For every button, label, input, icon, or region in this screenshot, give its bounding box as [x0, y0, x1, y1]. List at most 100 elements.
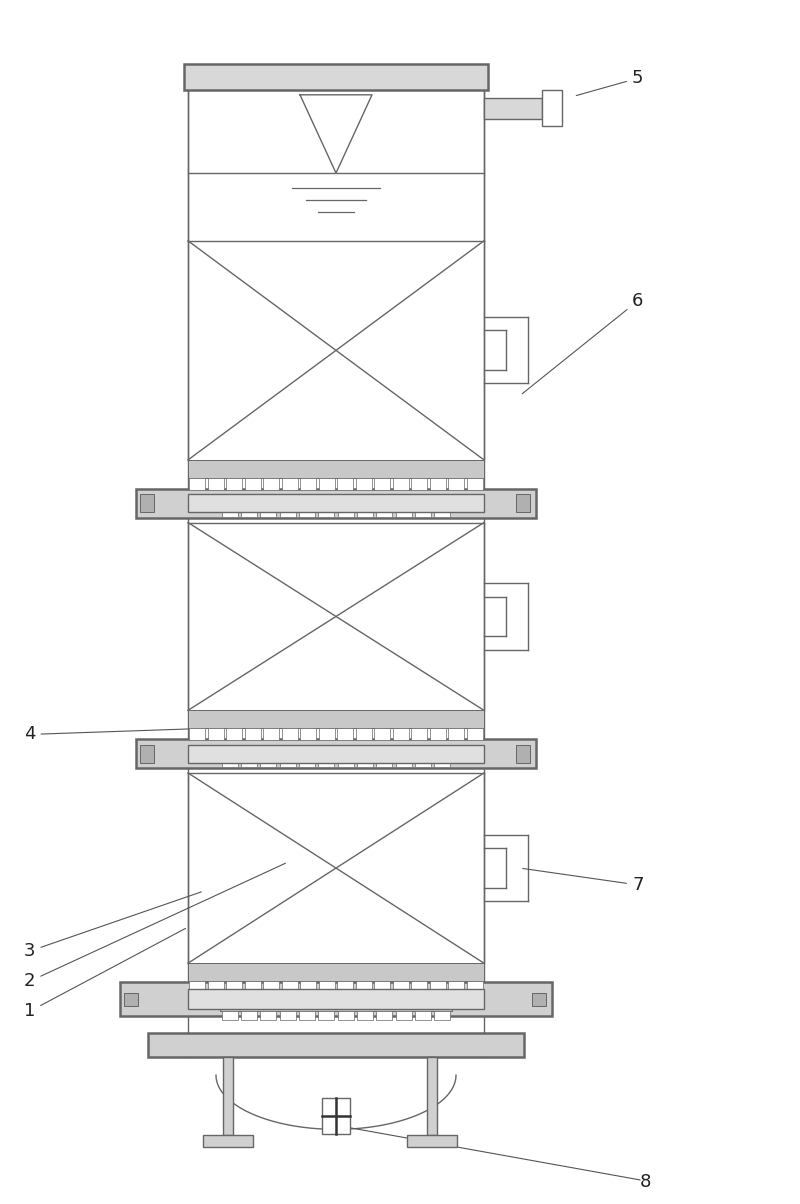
Bar [434, 508, 450, 517]
Bar [430, 478, 446, 490]
Bar [319, 478, 334, 490]
Bar [376, 759, 393, 767]
Bar [516, 494, 530, 513]
Bar [434, 1011, 450, 1020]
Bar [241, 508, 257, 517]
Text: 3: 3 [24, 892, 202, 960]
Bar [449, 478, 464, 490]
Bar [279, 508, 296, 517]
Bar [395, 1011, 412, 1020]
Bar [263, 728, 279, 740]
Bar [190, 728, 205, 740]
Bar [260, 759, 277, 767]
Bar [208, 478, 223, 490]
Bar [374, 478, 390, 490]
Bar [190, 981, 205, 993]
Bar [282, 478, 298, 490]
Bar [319, 981, 334, 993]
Bar [376, 1011, 393, 1020]
Bar [357, 759, 373, 767]
Bar [356, 981, 371, 993]
Bar [120, 982, 552, 1016]
Bar [318, 1011, 334, 1020]
Bar [318, 759, 334, 767]
Bar [222, 1011, 238, 1020]
Bar [319, 728, 334, 740]
Bar [190, 478, 205, 490]
Bar [188, 744, 484, 763]
Bar [374, 981, 390, 993]
Bar [449, 981, 464, 993]
Bar [136, 489, 536, 518]
Bar [188, 460, 484, 478]
Bar [449, 728, 464, 740]
Bar [516, 744, 530, 763]
Bar [245, 728, 261, 740]
Bar [338, 1011, 354, 1020]
Bar [188, 494, 484, 513]
Text: 6: 6 [522, 293, 643, 394]
Bar [203, 1135, 253, 1147]
Bar [241, 1011, 257, 1020]
Text: 5: 5 [576, 70, 643, 95]
Bar [356, 728, 371, 740]
Bar [393, 728, 409, 740]
Bar [222, 759, 238, 767]
Bar [338, 759, 354, 767]
Bar [260, 508, 277, 517]
Bar [430, 728, 446, 740]
Bar [279, 759, 296, 767]
Bar [282, 728, 298, 740]
Bar [393, 981, 409, 993]
Bar [338, 508, 354, 517]
Bar [188, 990, 484, 1009]
Bar [222, 508, 238, 517]
Bar [322, 1098, 350, 1134]
Text: 7: 7 [522, 868, 643, 893]
Bar [374, 728, 390, 740]
Bar [427, 1057, 437, 1135]
Bar [411, 478, 427, 490]
Bar [376, 508, 393, 517]
Bar [223, 1057, 233, 1135]
Bar [467, 728, 482, 740]
Bar [282, 981, 298, 993]
Bar [338, 478, 353, 490]
Text: 8: 8 [640, 1174, 651, 1191]
Text: 1: 1 [24, 928, 186, 1020]
Bar [279, 1011, 296, 1020]
Bar [220, 496, 452, 508]
Bar [220, 746, 452, 759]
Bar [136, 739, 536, 768]
Bar [208, 981, 223, 993]
Bar [184, 64, 488, 90]
Bar [140, 494, 154, 513]
Bar [124, 992, 138, 1007]
Bar [188, 963, 484, 981]
Bar [188, 710, 484, 728]
Bar [415, 1011, 431, 1020]
Bar [467, 981, 482, 993]
Bar [411, 728, 427, 740]
Bar [148, 1033, 524, 1057]
Bar [338, 981, 353, 993]
Bar [226, 728, 242, 740]
Text: 2: 2 [24, 863, 286, 990]
Bar [299, 759, 315, 767]
Bar [484, 98, 542, 119]
Bar [241, 759, 257, 767]
Bar [542, 90, 562, 126]
Bar [357, 1011, 373, 1020]
Bar [208, 728, 223, 740]
Bar [407, 1135, 457, 1147]
Text: 4: 4 [24, 726, 202, 743]
Bar [263, 478, 279, 490]
Bar [245, 478, 261, 490]
Bar [415, 508, 431, 517]
Bar [245, 981, 261, 993]
Bar [395, 508, 412, 517]
Bar [318, 508, 334, 517]
Bar [301, 728, 316, 740]
Bar [263, 981, 279, 993]
Bar [467, 478, 482, 490]
